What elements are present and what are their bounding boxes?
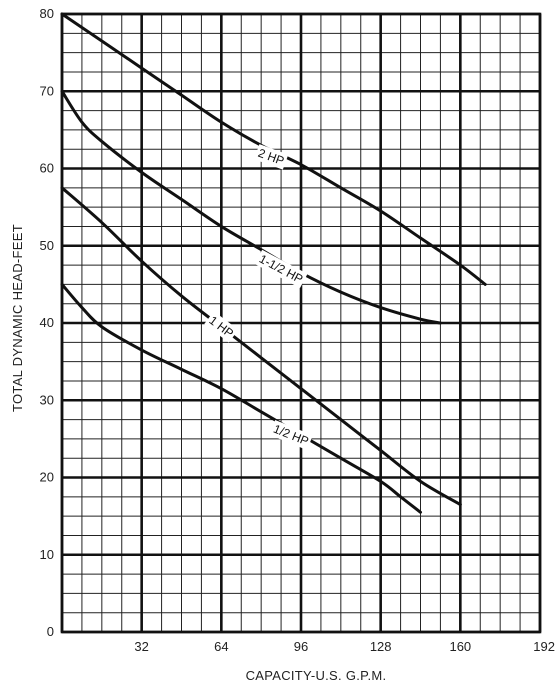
curve-label-background xyxy=(253,144,289,170)
x-tick-label: 192 xyxy=(533,639,555,654)
y-tick-label: 60 xyxy=(40,161,54,176)
y-axis-ticks: 0 10 20 30 40 50 60 70 80 xyxy=(40,6,54,639)
curve-label-background xyxy=(254,249,308,289)
y-tick-label: 0 xyxy=(47,624,54,639)
x-tick-label: 160 xyxy=(449,639,471,654)
plot-border xyxy=(60,12,542,634)
x-axis-ticks: 32 64 96 128 160 192 xyxy=(134,639,555,654)
major-grid xyxy=(60,12,542,634)
x-tick-label: 64 xyxy=(214,639,228,654)
curve-label-background xyxy=(204,311,239,343)
y-tick-label: 10 xyxy=(40,547,54,562)
x-tick-label: 128 xyxy=(370,639,392,654)
curve-label-background xyxy=(269,419,313,451)
curve-1-1-2-hp xyxy=(60,89,442,325)
curve-label-2-hp: 2 HP xyxy=(253,144,289,170)
y-tick-label: 50 xyxy=(40,238,54,253)
y-tick-label: 40 xyxy=(40,315,54,330)
x-tick-label: 32 xyxy=(134,639,148,654)
y-tick-label: 30 xyxy=(40,392,54,407)
y-axis-title: TOTAL DYNAMIC HEAD-FEET xyxy=(10,224,25,412)
curve-label-text: 1/2 HP xyxy=(271,422,310,449)
curve-1-2-hp xyxy=(60,282,422,514)
x-tick-label: 96 xyxy=(294,639,308,654)
y-tick-label: 70 xyxy=(40,83,54,98)
curve-label-1-2-hp: 1/2 HP xyxy=(269,419,313,451)
curve-1-hp xyxy=(60,186,462,507)
x-axis-title: CAPACITY-U.S. G.P.M. xyxy=(246,668,387,683)
y-tick-label: 20 xyxy=(40,470,54,485)
y-tick-label: 80 xyxy=(40,6,54,21)
performance-curves xyxy=(60,12,487,514)
